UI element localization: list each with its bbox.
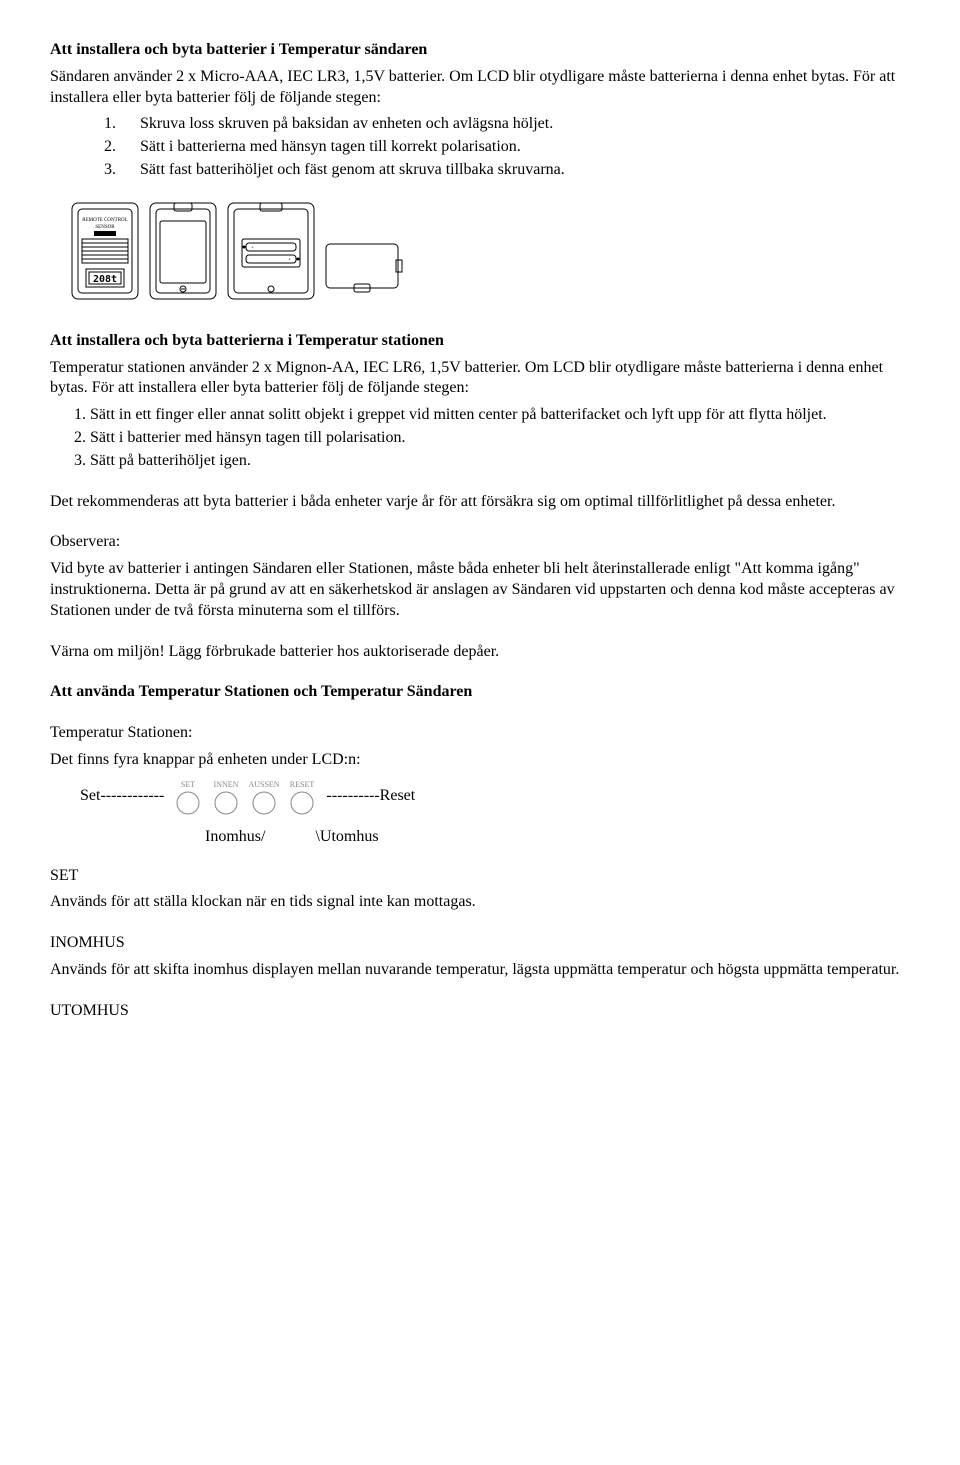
- svg-text:208t: 208t: [93, 274, 117, 285]
- device-diagram: REMOTE CONTROL SENSOR 208t + +: [70, 201, 910, 301]
- section4-heading: Observera:: [50, 532, 910, 553]
- utomhus-heading: UTOMHUS: [50, 1001, 910, 1022]
- section1-heading: Att installera och byta batterier i Temp…: [50, 40, 910, 61]
- inomhus-heading: INOMHUS: [50, 933, 910, 954]
- list-item: Sätt in ett finger eller annat solitt ob…: [90, 405, 910, 426]
- section5-para: Värna om miljön! Lägg förbrukade batteri…: [50, 642, 910, 663]
- sensor-open-icon: + +: [226, 201, 316, 301]
- list-item: Sätt i batterierna med hänsyn tagen till…: [120, 137, 910, 158]
- svg-text:+: +: [288, 258, 291, 263]
- svg-text:+: +: [251, 246, 254, 251]
- section2-para: Temperatur stationen använder 2 x Mignon…: [50, 358, 910, 400]
- set-para: Används för att ställa klockan när en ti…: [50, 892, 910, 913]
- svg-text:RESET: RESET: [290, 780, 315, 789]
- inomhus-para: Används för att skifta inomhus displayen…: [50, 960, 910, 981]
- section3-para: Det rekommenderas att byta batterier i b…: [50, 492, 910, 513]
- set-heading: SET: [50, 866, 910, 887]
- list-item: Skruva loss skruven på baksidan av enhet…: [120, 114, 910, 135]
- section1-list: Skruva loss skruven på baksidan av enhet…: [50, 114, 910, 180]
- button-under-labels: Inomhus/ \Utomhus: [160, 827, 910, 848]
- list-item: Sätt fast batterihöljet och fäst genom a…: [120, 160, 910, 181]
- section2-heading: Att installera och byta batterierna i Te…: [50, 331, 910, 352]
- sensor-back-icon: [148, 201, 218, 301]
- sensor-front-icon: REMOTE CONTROL SENSOR 208t: [70, 201, 140, 301]
- inomhus-label: Inomhus/: [205, 827, 265, 848]
- reset-label-right: ----------Reset: [326, 786, 415, 807]
- section6-sub1: Temperatur Stationen:: [50, 723, 910, 744]
- utomhus-label: \Utomhus: [315, 827, 378, 848]
- list-item: Sätt i batterier med hänsyn tagen till p…: [90, 428, 910, 449]
- section6-heading: Att använda Temperatur Stationen och Tem…: [50, 682, 910, 703]
- section1-para: Sändaren använder 2 x Micro-AAA, IEC LR3…: [50, 67, 910, 109]
- set-label-left: Set------------: [80, 786, 164, 807]
- section6-sub2: Det finns fyra knappar på enheten under …: [50, 750, 910, 771]
- button-diagram-row: Set------------ SET INNEN AUSSEN RESET -…: [80, 777, 910, 817]
- list-item: Sätt på batterihöljet igen.: [90, 451, 910, 472]
- svg-text:AUSSEN: AUSSEN: [249, 780, 280, 789]
- section2-list: Sätt in ett finger eller annat solitt ob…: [50, 405, 910, 471]
- battery-cover-icon: [324, 236, 404, 296]
- section4-para: Vid byte av batterier i antingen Sändare…: [50, 559, 910, 621]
- svg-text:SENSOR: SENSOR: [95, 225, 115, 230]
- svg-text:SET: SET: [181, 780, 195, 789]
- buttons-icon: SET INNEN AUSSEN RESET: [170, 777, 320, 817]
- svg-text:REMOTE CONTROL: REMOTE CONTROL: [82, 218, 127, 223]
- svg-text:INNEN: INNEN: [214, 780, 239, 789]
